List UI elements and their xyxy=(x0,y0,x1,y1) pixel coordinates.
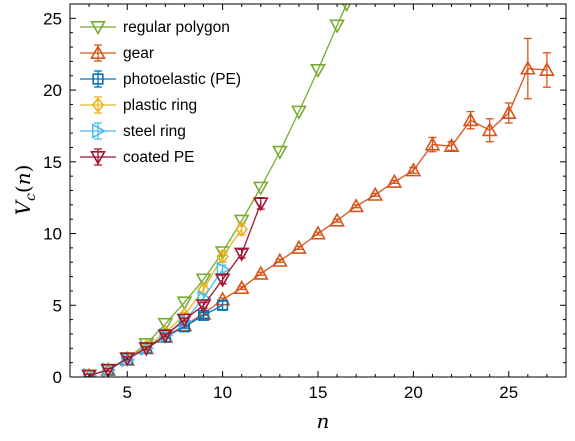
data-point xyxy=(119,352,136,367)
x-tick-label: 10 xyxy=(213,383,232,402)
legend-item-1: gear xyxy=(80,44,154,62)
data-point xyxy=(367,186,384,201)
series-layer xyxy=(81,4,555,377)
legend-marker xyxy=(90,44,106,60)
legend: regular polygon gear photoelastic (PE) plas… xyxy=(80,19,241,166)
data-point xyxy=(252,265,269,280)
legend-label: steel ring xyxy=(123,123,186,140)
data-point xyxy=(159,327,174,344)
data-point xyxy=(233,214,250,229)
data-point xyxy=(252,181,269,196)
data-point xyxy=(176,313,193,328)
data-point xyxy=(271,252,288,267)
data-point xyxy=(217,299,229,311)
data-point xyxy=(233,247,250,262)
y-tick-label: 0 xyxy=(53,368,62,387)
legend-marker xyxy=(90,151,106,166)
data-point xyxy=(195,299,212,314)
data-point xyxy=(216,261,231,278)
data-point xyxy=(519,60,536,75)
legend-item-0: regular polygon xyxy=(80,19,230,36)
data-point xyxy=(481,122,498,137)
data-point xyxy=(235,221,248,238)
x-axis-label: n xyxy=(317,409,330,433)
data-point xyxy=(291,239,307,254)
data-point xyxy=(102,361,117,377)
data-point xyxy=(291,105,307,120)
plot-area xyxy=(70,4,566,377)
y-tick-label: 5 xyxy=(53,296,62,315)
legend-item-4: steel ring xyxy=(80,122,186,140)
data-point xyxy=(271,145,288,160)
y-axis-label-text: Vc(n) xyxy=(11,165,39,216)
data-point xyxy=(157,317,174,333)
data-point xyxy=(138,342,155,357)
data-point xyxy=(81,369,97,377)
data-point xyxy=(195,273,212,288)
data-point xyxy=(405,162,422,177)
y-axis-label: Vc(n) xyxy=(11,165,39,216)
series-line xyxy=(88,203,262,377)
data-point xyxy=(310,225,326,240)
legend-item-2: photoelastic (PE) xyxy=(80,70,241,88)
legend-marker xyxy=(91,97,105,113)
legend-label: regular polygon xyxy=(123,19,230,36)
y-tick-label: 15 xyxy=(43,153,62,172)
data-point xyxy=(100,363,117,377)
legend-marker xyxy=(92,123,107,139)
legend-label: gear xyxy=(123,45,154,62)
data-point xyxy=(462,112,479,127)
data-point xyxy=(348,198,365,213)
y-tick-label: 20 xyxy=(43,81,62,100)
data-point xyxy=(233,279,250,295)
data-point xyxy=(342,4,352,13)
y-tick-label: 10 xyxy=(43,225,62,244)
data-point xyxy=(539,61,555,76)
data-point xyxy=(197,290,212,306)
data-point xyxy=(214,273,231,288)
x-tick-label: 25 xyxy=(499,383,518,402)
data-point xyxy=(216,248,229,265)
data-point xyxy=(83,367,98,377)
y-tick-label: 25 xyxy=(43,9,62,28)
legend-label: photoelastic (PE) xyxy=(123,71,241,88)
data-point xyxy=(157,329,174,344)
legend-item-5: coated PE xyxy=(80,148,195,166)
x-tick-label: 15 xyxy=(309,383,328,402)
data-point xyxy=(500,104,517,120)
data-point xyxy=(252,197,269,212)
legend-marker xyxy=(90,20,106,36)
axes-layer: 5 10 15 20 25 0 5 10 15 20 25 xyxy=(43,3,567,402)
legend-label: coated PE xyxy=(123,149,195,166)
plot-background xyxy=(70,4,566,377)
data-point xyxy=(140,340,155,357)
x-tick-label: 5 xyxy=(122,383,131,402)
data-point xyxy=(386,173,403,188)
legend-item-3: plastic ring xyxy=(80,96,197,114)
legend-label: plastic ring xyxy=(123,97,197,114)
data-point xyxy=(310,63,326,79)
data-point xyxy=(329,212,345,227)
data-point xyxy=(329,19,345,34)
data-point xyxy=(176,296,193,311)
data-point xyxy=(424,136,441,151)
series-5 xyxy=(81,197,269,377)
data-point xyxy=(443,137,460,153)
legend-marker xyxy=(92,73,104,85)
x-tick-label: 20 xyxy=(404,383,423,402)
